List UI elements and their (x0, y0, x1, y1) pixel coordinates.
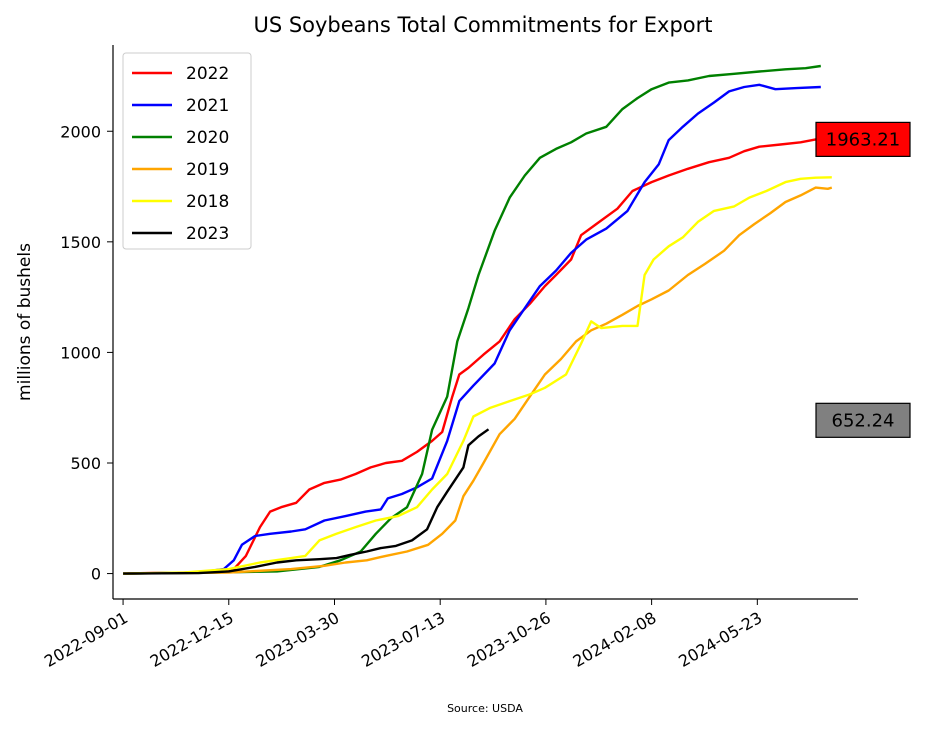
series-line-2023 (123, 428, 490, 575)
y-tick-label: 1000 (60, 343, 101, 362)
y-tick-label: 500 (70, 454, 101, 473)
annotation-box (815, 121, 911, 157)
series-line-2021 (123, 83, 821, 575)
x-tick-label: 2023-07-13 (358, 608, 448, 671)
series-line-2019 (123, 186, 833, 575)
y-tick-label: 2000 (60, 122, 101, 141)
x-tick-label: 2022-09-01 (41, 608, 131, 671)
legend-label-2018: 2018 (186, 192, 229, 212)
series-lines (123, 64, 833, 575)
annotations: 1963.21 652.24 (815, 121, 911, 438)
legend-label-2021: 2021 (186, 96, 229, 116)
y-tick-label: 0 (91, 565, 101, 584)
legend-label-2023: 2023 (186, 224, 229, 244)
annotation-label: 652.24 (832, 410, 895, 431)
chart-title: US Soybeans Total Commitments for Export (253, 13, 712, 37)
x-tick-label: 2023-03-30 (252, 608, 342, 671)
x-tick-label: 2024-02-08 (570, 608, 660, 671)
x-tick-label: 2024-05-23 (675, 608, 765, 671)
y-tick-label: 1500 (60, 233, 101, 252)
legend-label-2019: 2019 (186, 160, 229, 180)
annotation-label: 1963.21 (826, 129, 900, 150)
legend-label-2022: 2022 (186, 64, 229, 84)
series-line-2022 (123, 138, 816, 575)
series-line-2020 (123, 64, 821, 575)
annotation-box (815, 402, 911, 438)
x-tick-label: 2022-12-15 (147, 608, 237, 671)
x-tick-label: 2023-10-26 (464, 608, 554, 671)
source-note: Source: USDA (447, 702, 523, 715)
legend: 2022 2021 2020 2019 2018 2023 (122, 52, 252, 250)
x-ticks: 2022-09-01 2022-12-15 2023-03-30 2023-07-13… (41, 599, 765, 671)
series-line-2018 (123, 176, 832, 575)
y-axis-label: millions of bushels (15, 243, 35, 401)
y-ticks: 0 500 1000 1500 2000 (60, 122, 113, 584)
legend-label-2020: 2020 (186, 128, 229, 148)
